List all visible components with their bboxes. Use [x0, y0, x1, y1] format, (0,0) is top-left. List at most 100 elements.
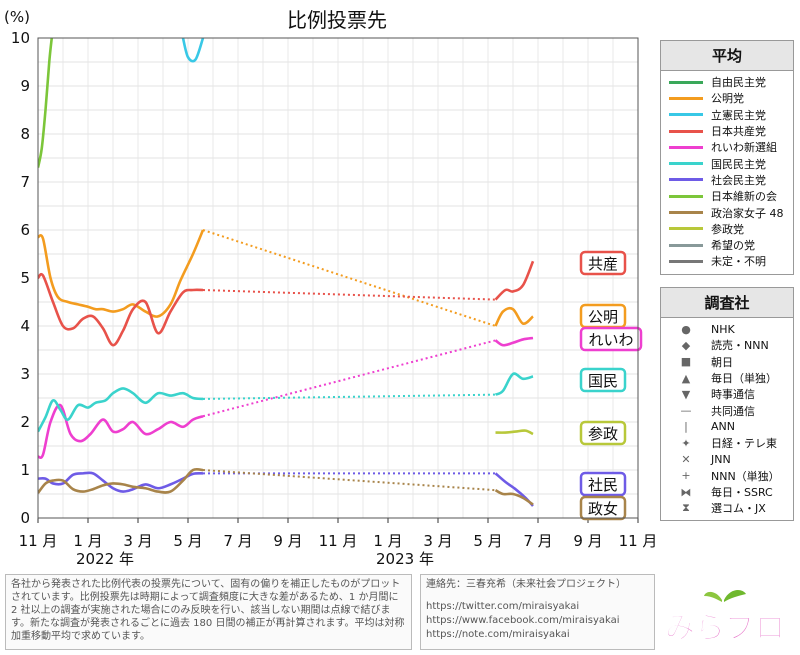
- plot-frame: [37, 37, 639, 519]
- x-tick-label: 9 月: [573, 532, 602, 550]
- marker-icon: ⧗: [682, 501, 690, 515]
- series-gap-line: [202, 339, 496, 418]
- marker-icon: ●: [681, 322, 691, 336]
- end-label-box: [579, 367, 627, 393]
- marker-icon: +: [681, 469, 691, 483]
- legend-label: 社会民主党: [711, 173, 766, 187]
- legend-swatch: [669, 259, 703, 263]
- x-axis-ticks: 11 月 1 月 3 月 5 月 7 月 9 月 11 月 1 月 3 月 5 月 7 月 9 月 11…: [19, 518, 658, 550]
- y-tick-label: 9: [20, 77, 30, 95]
- legend-label: 政治家女子 48: [711, 206, 784, 220]
- legend-pollster-item: ■ 朝日: [661, 354, 793, 370]
- x-tick-label: 3 月: [423, 532, 452, 550]
- year-label: 2022 年: [76, 550, 134, 568]
- x-tick-label: 9 月: [273, 532, 302, 550]
- legend-avg-item: 希望の党: [661, 237, 793, 253]
- legend-label: ANN: [711, 420, 735, 434]
- mirapro-logo: みらプロ: [665, 590, 786, 647]
- y-tick-label: 3: [20, 365, 30, 383]
- legend-avg-item: 未定・不明: [661, 253, 793, 269]
- legend-avg-item: 日本共産党: [661, 123, 793, 139]
- marker-icon: ✦: [681, 436, 691, 450]
- marker-icon: ◆: [681, 338, 691, 352]
- legend-pollster-item: ⧓ 毎日・SSRC: [661, 484, 793, 500]
- chart-title: 比例投票先: [287, 8, 387, 32]
- legend-avg-item: 政治家女子 48: [661, 204, 793, 220]
- contact-link-facebook[interactable]: https://www.facebook.com/miraisyakai: [426, 615, 620, 626]
- legend-label: 参政党: [711, 222, 744, 236]
- svg-text:みらプロ: みらプロ: [665, 611, 785, 646]
- end-label-text: 国民: [588, 372, 618, 390]
- series-line: [38, 387, 204, 433]
- contact-link-twitter[interactable]: https://twitter.com/miraisyakai: [426, 601, 580, 612]
- legend-swatch: [669, 113, 703, 117]
- legend-label: NHK: [711, 322, 735, 336]
- y-tick-label: 7: [20, 173, 30, 191]
- series-line: [494, 489, 534, 506]
- legend-label: 国民民主党: [711, 157, 766, 171]
- end-label-text: れいわ: [588, 331, 633, 349]
- series-line: [494, 372, 534, 396]
- marker-icon: ■: [680, 355, 692, 369]
- y-tick-label: 2: [20, 413, 30, 431]
- x-tick-label: 5 月: [473, 532, 502, 550]
- x-tick-label: 1 月: [73, 532, 102, 550]
- y-tick-label: 8: [20, 125, 30, 143]
- legend-swatch: [669, 178, 703, 182]
- legend-pollster-item: | ANN: [661, 419, 793, 435]
- series-line: [495, 429, 534, 436]
- series-gap-line: [202, 393, 496, 400]
- legend-label: 公明党: [711, 92, 744, 106]
- legend-pollster: 調査社 ● NHK ◆ 読売・NNN ■ 朝日 ▲ 毎日（単独） ▼ 時事通信 — 共同通信 | ANN ✦…: [660, 287, 794, 521]
- x-tick-label: 11 月: [619, 532, 658, 550]
- marker-icon: |: [684, 420, 688, 434]
- legend-pollster-item: ✕ JNN: [661, 451, 793, 467]
- legend-label: 毎日・SSRC: [711, 486, 773, 500]
- legend-label: 日本共産党: [711, 125, 766, 139]
- legend-label: 未定・不明: [711, 255, 766, 269]
- end-label-box: [579, 495, 627, 521]
- legend-label: 選コム・JX: [711, 502, 766, 516]
- marker-icon: ▼: [681, 387, 691, 401]
- x-tick-label: 5 月: [173, 532, 202, 550]
- legend-swatch: [669, 162, 703, 166]
- series-line: [494, 307, 534, 327]
- end-label-box: [579, 250, 627, 276]
- legend-swatch: [669, 80, 703, 84]
- legend-avg-item: 参政党: [661, 221, 793, 237]
- end-label-text: 共産: [588, 255, 618, 273]
- marker-icon: ⧓: [680, 485, 692, 499]
- y-axis-unit-label: (%): [4, 8, 30, 26]
- x-tick-label: 1 月: [373, 532, 402, 550]
- contact-link-note[interactable]: https://note.com/miraisyakai: [426, 629, 570, 640]
- x-tick-label: 7 月: [523, 532, 552, 550]
- legend-avg-item: 立憲民主党: [661, 107, 793, 123]
- year-labels: 2022 年 2023 年: [76, 550, 434, 568]
- legend-pollster-item: + NNN（単独）: [661, 468, 793, 484]
- end-label-box: [579, 326, 643, 352]
- legend-swatch: [669, 194, 703, 198]
- x-tick-label: 11 月: [319, 532, 358, 550]
- legend-label: 日経・テレ東: [711, 437, 777, 451]
- legend-swatch: [669, 227, 703, 231]
- legend-label: れいわ新選組: [711, 141, 777, 155]
- x-tick-label: 11 月: [19, 532, 58, 550]
- legend-swatch: [669, 145, 703, 149]
- marker-icon: ▲: [681, 371, 691, 385]
- legend-pollster-item: ◆ 読売・NNN: [661, 337, 793, 353]
- series-line: [494, 260, 535, 301]
- marker-icon: ✕: [681, 453, 691, 467]
- legend-label: NNN（単独）: [711, 469, 780, 483]
- y-tick-label: 4: [20, 317, 30, 335]
- legend-pollster-item: ✦ 日経・テレ東: [661, 435, 793, 451]
- series-line: [38, 467, 204, 494]
- series-lines: [38, 38, 535, 507]
- legend-average-title: 平均: [661, 41, 793, 71]
- series-line: [181, 38, 205, 63]
- legend-label: 時事通信: [711, 388, 755, 402]
- x-tick-label: 7 月: [223, 532, 252, 550]
- legend-pollster-item: — 共同通信: [661, 402, 793, 418]
- series-line: [38, 471, 204, 493]
- legend-label: 立憲民主党: [711, 108, 766, 122]
